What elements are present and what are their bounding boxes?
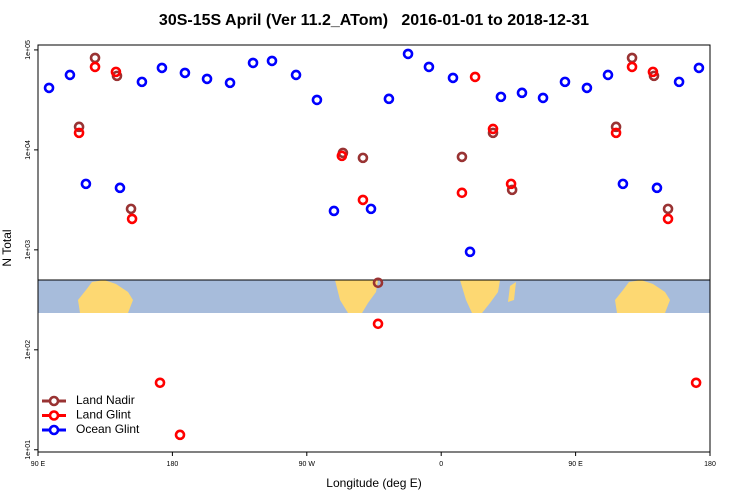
point <box>693 62 705 74</box>
x-tick-label: 90 W <box>299 461 316 468</box>
point <box>224 77 236 89</box>
point <box>136 76 148 88</box>
y-tick-label: 1e+04 <box>25 140 32 160</box>
point <box>423 61 435 73</box>
point <box>73 121 85 133</box>
point <box>357 194 369 206</box>
point <box>328 205 340 217</box>
legend-marker <box>48 424 60 436</box>
y-tick-label: 1e+03 <box>25 240 32 260</box>
point <box>89 52 101 64</box>
point <box>651 182 663 194</box>
point <box>156 62 168 74</box>
land <box>335 280 378 313</box>
legend-label: Ocean Glint <box>76 422 140 436</box>
point <box>402 48 414 60</box>
point <box>581 82 593 94</box>
point <box>174 429 186 441</box>
point <box>179 67 191 79</box>
point <box>311 94 323 106</box>
point <box>610 121 622 133</box>
point <box>495 91 507 103</box>
y-tick-label: 1e+02 <box>25 340 32 360</box>
point <box>602 69 614 81</box>
point <box>266 55 278 67</box>
legend-marker <box>48 410 60 421</box>
point <box>447 72 459 84</box>
point <box>506 184 518 196</box>
x-axis-label: Longitude (deg E) <box>326 476 421 490</box>
point <box>73 127 85 139</box>
point <box>559 76 571 88</box>
y-tick-label: 1e+01 <box>25 440 32 460</box>
point <box>372 318 384 330</box>
point <box>357 152 369 164</box>
x-tick-label: 90 E <box>568 461 583 468</box>
point <box>372 277 384 289</box>
point <box>464 246 476 258</box>
point <box>383 93 395 105</box>
point <box>690 377 702 389</box>
chart-title: 30S-15S April (Ver 11.2_ATom) 2016-01-01… <box>159 12 589 29</box>
land <box>460 280 516 313</box>
point <box>125 203 137 215</box>
point <box>662 213 674 225</box>
point <box>505 178 517 190</box>
legend-label: Land Nadir <box>76 393 135 407</box>
point <box>487 123 499 135</box>
x-tick-label: 0 <box>439 461 443 468</box>
point <box>365 203 377 215</box>
point <box>247 57 259 69</box>
point <box>114 182 126 194</box>
x-tick-label: 180 <box>704 461 716 468</box>
point <box>617 178 629 190</box>
plot-frame <box>37 44 711 453</box>
legend-label: Land Glint <box>76 408 131 422</box>
point <box>154 377 166 389</box>
point <box>80 178 92 190</box>
point <box>662 203 674 215</box>
point <box>89 61 101 73</box>
point <box>336 150 348 162</box>
point <box>673 76 685 88</box>
point <box>43 82 55 94</box>
point <box>110 66 122 78</box>
point <box>647 66 659 78</box>
legend-marker <box>48 395 60 407</box>
point <box>537 92 549 104</box>
point <box>456 187 468 199</box>
point <box>610 127 622 139</box>
point <box>469 71 481 83</box>
x-tick-label: 90 E <box>31 461 46 468</box>
y-axis-label: N Total <box>0 229 14 266</box>
point <box>516 87 528 99</box>
point <box>290 69 302 81</box>
y-tick-label: 1e+05 <box>25 40 32 60</box>
point <box>456 151 468 163</box>
land <box>615 280 670 313</box>
point <box>126 213 138 225</box>
point <box>626 52 638 64</box>
point <box>487 127 499 139</box>
point <box>626 61 638 73</box>
point <box>64 69 76 81</box>
x-tick-label: 180 <box>167 461 179 468</box>
land <box>78 280 133 313</box>
point <box>201 73 213 85</box>
